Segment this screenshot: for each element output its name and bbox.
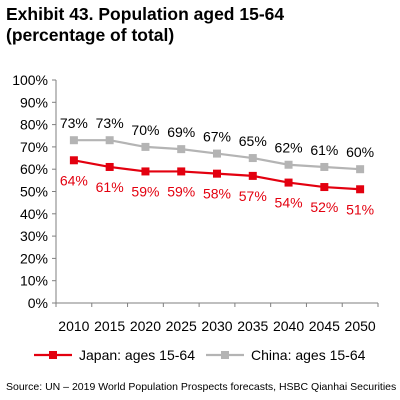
japan-data-label: 58%	[203, 186, 231, 202]
china-data-point	[356, 165, 365, 174]
japan-data-label: 61%	[96, 179, 124, 195]
japan-data-point	[284, 178, 293, 187]
china-data-point	[284, 160, 293, 169]
china-data-label: 62%	[275, 140, 303, 156]
china-data-point	[141, 142, 150, 151]
y-tick-label: 100%	[12, 72, 48, 88]
chart-title-line-1: Exhibit 43. Population aged 15-64	[6, 4, 285, 24]
x-tick-label: 2035	[237, 318, 268, 334]
source-note: Source: UN – 2019 World Population Prosp…	[6, 381, 397, 393]
china-data-point	[320, 162, 329, 171]
legend-china-label: China: ages 15-64	[251, 347, 366, 363]
y-tick-label: 20%	[20, 250, 48, 266]
china-data-point	[69, 136, 78, 145]
japan-data-point	[248, 171, 257, 180]
china-data-label: 69%	[167, 124, 195, 140]
japan-data-label: 59%	[131, 183, 159, 199]
japan-data-label: 51%	[346, 201, 374, 217]
x-tick-label: 2050	[345, 318, 376, 334]
y-tick-label: 50%	[20, 184, 48, 200]
legend-china-marker	[221, 351, 229, 359]
japan-data-point	[105, 162, 114, 171]
china-data-label: 60%	[346, 144, 374, 160]
china-data-point	[248, 154, 257, 163]
china-data-point	[213, 149, 221, 158]
china-data-label: 73%	[96, 115, 124, 131]
japan-data-point	[177, 167, 186, 176]
x-tick-label: 2045	[309, 318, 340, 334]
x-tick-label: 2020	[130, 318, 161, 334]
japan-data-point	[356, 185, 365, 194]
japan-data-label: 57%	[239, 188, 267, 204]
y-tick-label: 90%	[20, 94, 48, 110]
china-data-point	[177, 145, 186, 154]
china-data-label: 73%	[60, 115, 88, 131]
china-data-label: 67%	[203, 129, 231, 145]
y-tick-label: 80%	[20, 117, 48, 133]
x-tick-label: 2015	[94, 318, 125, 334]
japan-data-point	[141, 167, 150, 176]
x-tick-label: 2040	[273, 318, 304, 334]
x-tick-label: 2010	[58, 318, 89, 334]
japan-data-label: 54%	[275, 195, 303, 211]
y-tick-label: 0%	[28, 295, 48, 311]
y-tick-label: 30%	[20, 228, 48, 244]
chart-title-line-2: (percentage of total)	[6, 25, 175, 45]
y-tick-label: 40%	[20, 206, 48, 222]
japan-data-label: 64%	[60, 172, 88, 188]
legend-japan-label: Japan: ages 15-64	[79, 347, 195, 363]
china-data-point	[105, 136, 114, 145]
y-tick-label: 60%	[20, 161, 48, 177]
japan-data-point	[69, 156, 78, 165]
japan-data-point	[320, 183, 329, 192]
china-data-label: 61%	[310, 142, 338, 158]
y-tick-label: 10%	[20, 273, 48, 289]
x-tick-label: 2030	[201, 318, 232, 334]
japan-data-label: 52%	[310, 199, 338, 215]
china-data-label: 70%	[131, 122, 159, 138]
china-data-label: 65%	[239, 133, 267, 149]
japan-data-point	[213, 169, 221, 178]
y-tick-label: 70%	[20, 139, 48, 155]
chart-title: Exhibit 43. Population aged 15-64 (perce…	[6, 4, 394, 46]
japan-data-label: 59%	[167, 183, 195, 199]
legend-japan-marker	[49, 351, 57, 359]
x-tick-label: 2025	[166, 318, 197, 334]
